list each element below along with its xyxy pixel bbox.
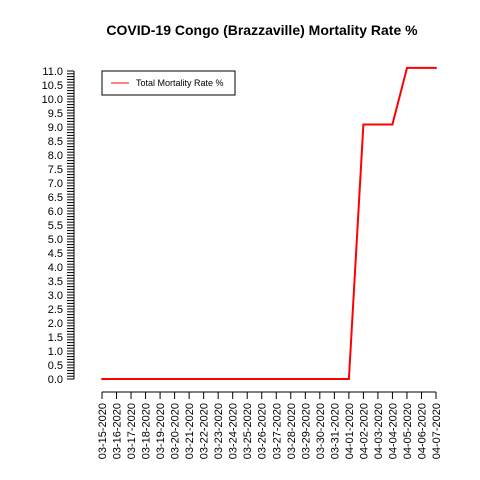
data-point bbox=[202, 378, 205, 380]
data-point bbox=[217, 378, 220, 380]
y-tick-label: 6.5 bbox=[48, 192, 63, 204]
y-tick-label: 10.5 bbox=[42, 80, 63, 92]
data-point bbox=[159, 378, 162, 380]
y-axis: 0.0 0.5 1.0 1.5 2.0 2.5 3.0 3.5 4.0 4.5 5.0 5.5 6.0 6… bbox=[42, 66, 75, 386]
y-tick-label: 10.0 bbox=[42, 94, 63, 106]
y-tick-label: 8.5 bbox=[48, 136, 63, 148]
x-tick-label: 03-30-2020 bbox=[315, 403, 327, 459]
data-point bbox=[289, 378, 292, 380]
x-tick-label: 03-23-2020 bbox=[213, 403, 225, 459]
data-point bbox=[405, 66, 408, 69]
x-tick-label: 04-06-2020 bbox=[416, 403, 428, 459]
y-tick-label: 11.0 bbox=[42, 66, 63, 78]
legend-label: Total Mortality Rate % bbox=[136, 78, 224, 88]
y-tick-label: 5.0 bbox=[48, 234, 63, 246]
x-tick-label: 03-15-2020 bbox=[97, 403, 109, 459]
y-tick-label: 9.0 bbox=[48, 122, 63, 134]
y-tick-label: 3.0 bbox=[48, 290, 63, 302]
y-tick-label: 5.5 bbox=[48, 220, 63, 232]
x-tick-label: 04-07-2020 bbox=[431, 403, 443, 459]
y-tick-label: 6.0 bbox=[48, 206, 63, 218]
data-point bbox=[275, 378, 278, 380]
y-tick-label: 0.0 bbox=[48, 374, 63, 386]
x-tick-label: 03-25-2020 bbox=[242, 403, 254, 459]
data-point bbox=[130, 378, 133, 380]
x-tick-label: 04-04-2020 bbox=[387, 403, 399, 459]
y-tick-label: 7.5 bbox=[48, 164, 63, 176]
x-tick-label: 04-03-2020 bbox=[373, 403, 385, 459]
data-point bbox=[144, 378, 147, 380]
x-tick-label: 03-28-2020 bbox=[286, 403, 298, 459]
chart-title: COVID-19 Congo (Brazzaville) Mortality R… bbox=[106, 22, 418, 38]
data-point bbox=[391, 123, 394, 126]
data-point bbox=[115, 378, 118, 380]
data-point bbox=[304, 378, 307, 380]
y-tick-label: 8.0 bbox=[48, 150, 63, 162]
x-tick-label: 03-21-2020 bbox=[184, 403, 196, 459]
x-tick-label: 03-22-2020 bbox=[199, 403, 211, 459]
y-tick-label: 7.0 bbox=[48, 178, 63, 190]
x-tick-label: 03-24-2020 bbox=[228, 403, 240, 459]
data-point bbox=[420, 66, 423, 69]
data-point bbox=[333, 378, 336, 380]
x-tick-label: 04-05-2020 bbox=[402, 403, 414, 459]
x-tick-label: 03-16-2020 bbox=[112, 403, 124, 459]
data-point bbox=[260, 378, 263, 380]
x-tick-label: 03-17-2020 bbox=[126, 403, 138, 459]
x-tick-label: 03-29-2020 bbox=[300, 403, 312, 459]
y-tick-label: 4.5 bbox=[48, 248, 63, 260]
y-tick-label: 2.0 bbox=[48, 318, 63, 330]
data-point bbox=[318, 378, 321, 380]
y-tick-label: 2.5 bbox=[48, 304, 63, 316]
x-tick-label: 04-02-2020 bbox=[358, 403, 370, 459]
data-point bbox=[231, 378, 234, 380]
x-tick-label: 03-20-2020 bbox=[170, 403, 182, 459]
y-tick-label: 9.5 bbox=[48, 108, 63, 120]
y-tick-label: 4.0 bbox=[48, 262, 63, 274]
series-layer bbox=[101, 66, 437, 380]
data-point bbox=[347, 378, 350, 380]
x-tick-label: 03-27-2020 bbox=[271, 403, 283, 459]
data-point bbox=[173, 378, 176, 380]
legend: Total Mortality Rate % bbox=[101, 70, 236, 96]
y-tick-label: 1.0 bbox=[48, 346, 63, 358]
x-axis: 03-15-2020 03-16-2020 03-17-2020 03-18-2020… bbox=[97, 391, 443, 459]
x-tick-label: 03-19-2020 bbox=[155, 403, 167, 459]
x-tick-label: 03-18-2020 bbox=[141, 403, 153, 459]
data-point bbox=[362, 123, 365, 126]
y-tick-label: 1.5 bbox=[48, 332, 63, 344]
data-point bbox=[101, 378, 103, 380]
data-point bbox=[376, 123, 379, 126]
x-tick-label: 04-01-2020 bbox=[344, 403, 356, 459]
data-point bbox=[188, 378, 191, 380]
series-line bbox=[102, 66, 436, 380]
y-tick-label: 3.5 bbox=[48, 276, 63, 288]
data-point bbox=[246, 378, 249, 380]
x-tick-label: 03-26-2020 bbox=[257, 403, 269, 459]
data-point bbox=[435, 66, 437, 69]
x-tick-label: 03-31-2020 bbox=[329, 403, 341, 459]
y-tick-label: 0.5 bbox=[48, 360, 63, 372]
